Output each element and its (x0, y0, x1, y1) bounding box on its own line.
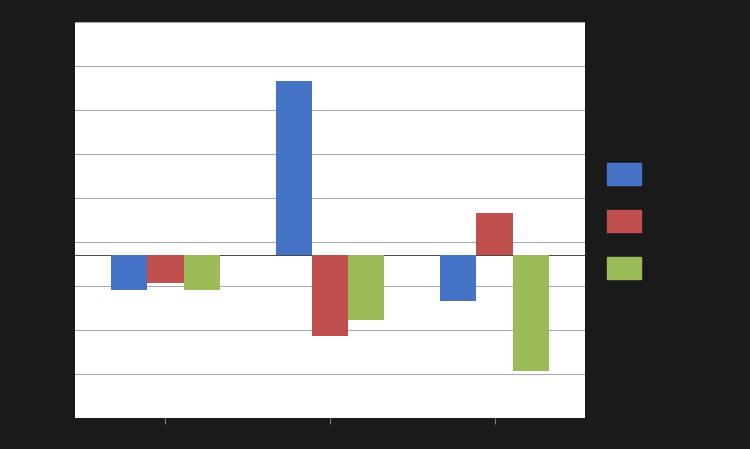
Bar (184, 255, 220, 290)
Bar (111, 255, 148, 290)
Bar (607, 163, 640, 185)
Bar (607, 210, 640, 232)
Bar (312, 255, 348, 336)
Bar (512, 255, 549, 371)
Bar (348, 255, 384, 320)
Bar (276, 80, 312, 255)
Bar (607, 257, 640, 279)
Bar (476, 213, 512, 255)
Bar (148, 255, 184, 283)
Bar (440, 255, 476, 301)
